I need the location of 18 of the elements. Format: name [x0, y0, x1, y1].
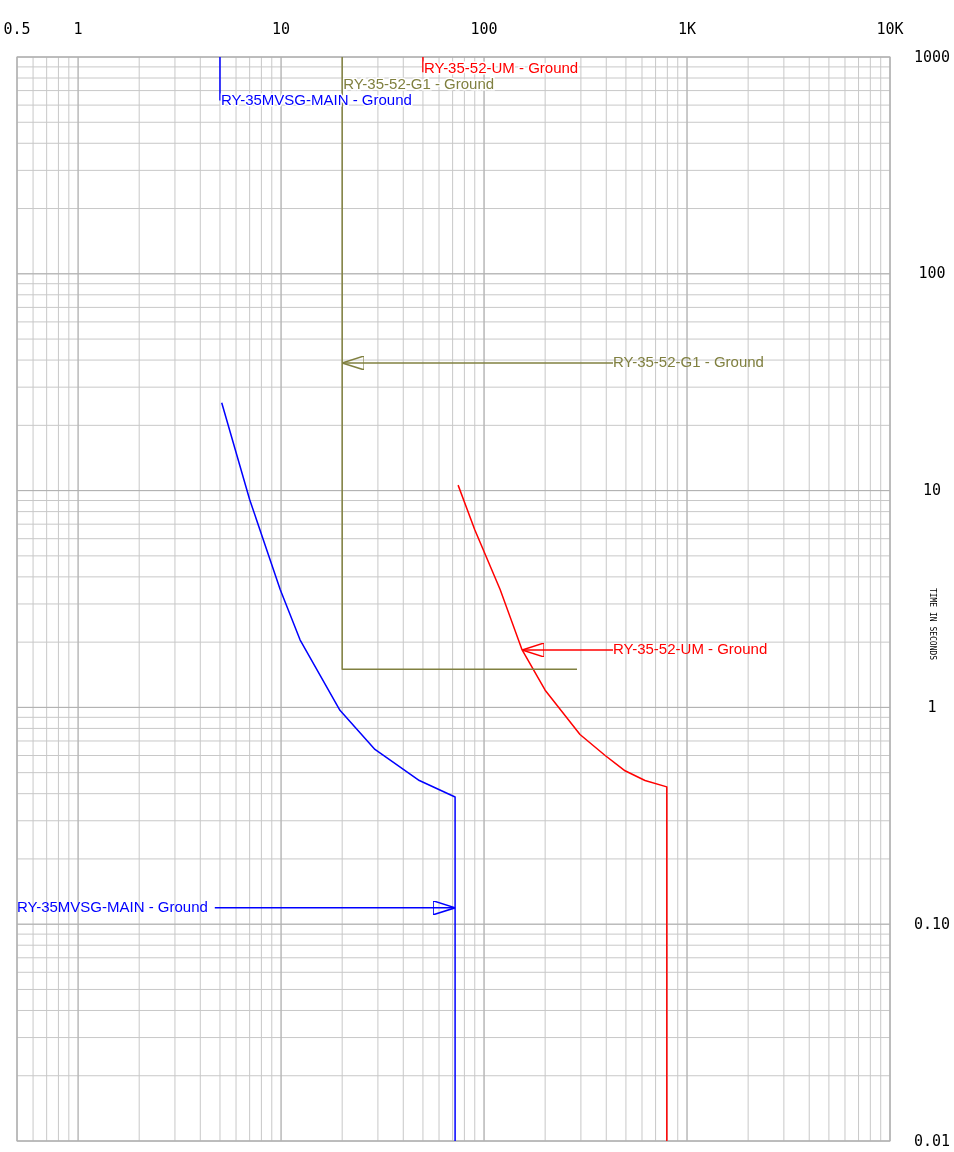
y-tick-label: 0.10	[913, 914, 951, 933]
series-label: RY-35-52-G1 - Ground	[343, 75, 495, 92]
series-label: RY-35-52-UM - Ground	[423, 59, 579, 76]
x-tick-label: 10	[272, 20, 291, 38]
annotation: RY-35MVSG-MAIN - Ground	[17, 897, 208, 915]
y-tick-label: 1	[927, 697, 937, 716]
x-tick-label: 100	[470, 20, 498, 38]
x-tick-label: 1K	[677, 20, 697, 38]
annotation: RY-35-52-UM - Ground	[613, 639, 768, 657]
x-tick-label: 1	[73, 20, 83, 38]
y-tick-label: 1000	[913, 47, 951, 66]
y-tick-label: 100	[918, 264, 946, 283]
y-axis-title: TIME IN SECONDS	[927, 587, 937, 661]
annotation: RY-35-52-G1 - Ground	[613, 352, 764, 370]
x-tick-label: 0.5	[3, 20, 31, 38]
y-tick-label: 10	[922, 481, 942, 500]
x-tick-label: 10K	[876, 20, 904, 38]
y-tick-label: 0.01	[913, 1131, 951, 1150]
